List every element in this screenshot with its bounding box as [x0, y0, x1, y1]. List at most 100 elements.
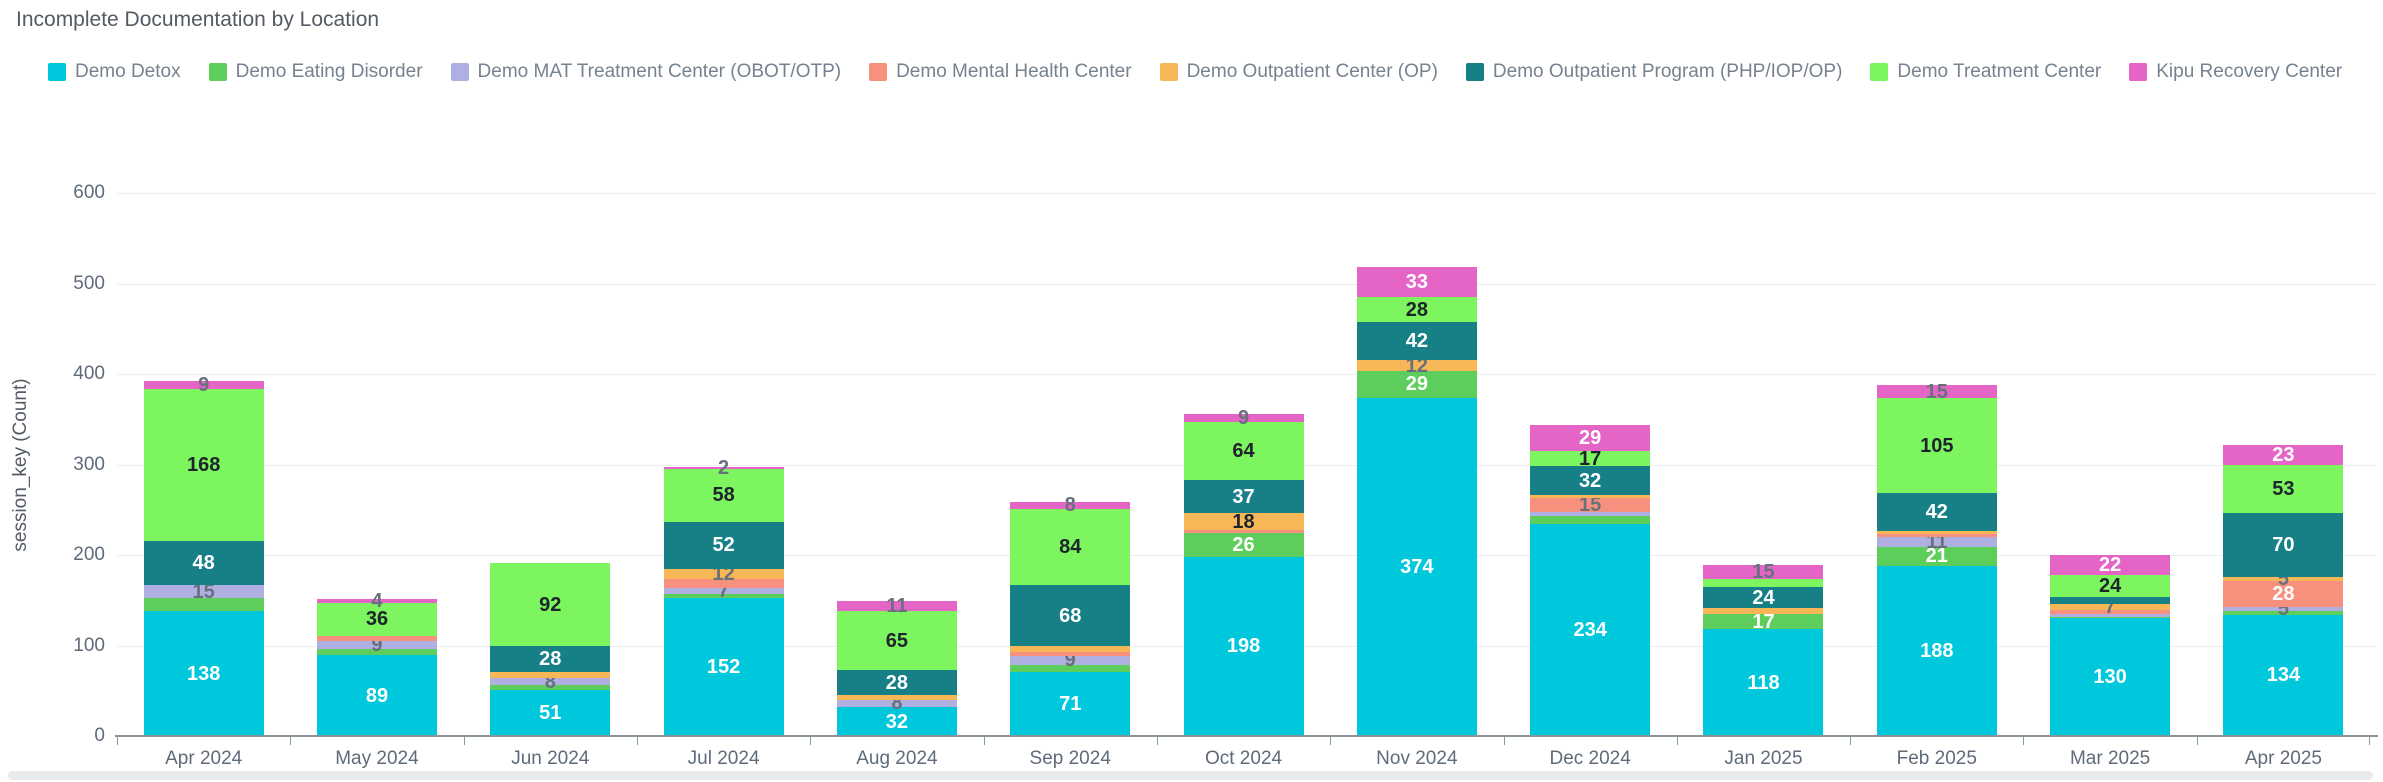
- bar-segment[interactable]: 21: [1876, 546, 1997, 566]
- bar-segment[interactable]: 152: [663, 598, 784, 736]
- bar-segment[interactable]: [2050, 613, 2171, 617]
- bar-segment[interactable]: 29: [1530, 424, 1651, 451]
- bar-segment[interactable]: [1530, 495, 1651, 498]
- bar-segment[interactable]: 15: [143, 582, 264, 601]
- legend-item[interactable]: Kipu Recovery Center: [2129, 61, 2342, 83]
- legend-item[interactable]: Demo MAT Treatment Center (OBOT/OTP): [450, 61, 841, 83]
- horizontal-scrollbar[interactable]: [8, 771, 2373, 780]
- bar-segment[interactable]: 8: [836, 693, 957, 714]
- bar-segment[interactable]: 52: [663, 521, 784, 569]
- bar-segment[interactable]: [1530, 511, 1651, 517]
- bar-segment[interactable]: 26: [1183, 533, 1304, 557]
- legend-item[interactable]: Demo Outpatient Center (OP): [1159, 61, 1438, 83]
- legend-item[interactable]: Demo Detox: [48, 61, 181, 83]
- bar-segment[interactable]: [1703, 608, 1824, 614]
- bar-segment[interactable]: [1876, 534, 1997, 537]
- bar-segment[interactable]: 198: [1183, 556, 1304, 736]
- bar-segment[interactable]: 12: [1356, 356, 1477, 376]
- bar-segment[interactable]: 53: [2223, 465, 2344, 514]
- bar-segment[interactable]: 9: [1010, 650, 1131, 671]
- bar-segment[interactable]: 188: [1876, 565, 1997, 736]
- legend-item[interactable]: Demo Outpatient Program (PHP/IOP/OP): [1465, 61, 1842, 83]
- bar-segment[interactable]: 28: [1356, 297, 1477, 323]
- bar-segment[interactable]: [316, 649, 437, 656]
- bar-segment[interactable]: 5: [2223, 600, 2344, 618]
- bar-segment[interactable]: 15: [1703, 562, 1824, 581]
- bar-segment[interactable]: 130: [2050, 618, 2171, 736]
- bar-segment[interactable]: [1183, 529, 1304, 534]
- bar-segment[interactable]: 17: [1530, 448, 1651, 469]
- bar-segment[interactable]: 37: [1183, 479, 1304, 514]
- bar-segment[interactable]: 11: [836, 596, 957, 616]
- bar-segment[interactable]: 17: [1703, 611, 1824, 632]
- bar-segment[interactable]: 374: [1356, 397, 1477, 736]
- bar-segment[interactable]: 105: [1876, 398, 1997, 494]
- bar-segment[interactable]: 118: [1703, 629, 1824, 736]
- legend-item[interactable]: Demo Mental Health Center: [869, 61, 1132, 83]
- bar-segment[interactable]: 168: [143, 389, 264, 542]
- bar-segment[interactable]: 42: [1876, 493, 1997, 532]
- bar-segment[interactable]: [2050, 616, 2171, 619]
- bar-segment[interactable]: [663, 593, 784, 599]
- bar-segment[interactable]: 138: [143, 611, 264, 736]
- bar-segment[interactable]: [1010, 651, 1131, 657]
- bar-segment[interactable]: 48: [143, 541, 264, 585]
- bar-segment[interactable]: 11: [1876, 532, 1997, 552]
- bar-segment[interactable]: [143, 598, 264, 612]
- bar-segment[interactable]: [1530, 516, 1651, 525]
- bar-segment[interactable]: [490, 685, 611, 690]
- bar-segment[interactable]: 70: [2223, 513, 2344, 577]
- bar-segment[interactable]: 23: [2223, 444, 2344, 466]
- bar-segment[interactable]: 12: [663, 564, 784, 584]
- bar-segment[interactable]: 51: [490, 689, 611, 736]
- legend-item[interactable]: Demo Treatment Center: [1870, 61, 2101, 83]
- legend-item[interactable]: Demo Eating Disorder: [208, 61, 423, 83]
- bar-segment[interactable]: 65: [836, 611, 957, 670]
- bar-segment[interactable]: 7: [663, 580, 784, 601]
- bar-segment[interactable]: 9: [1183, 408, 1304, 428]
- bar-segment[interactable]: 32: [836, 707, 957, 736]
- bar-segment[interactable]: 33: [1356, 267, 1477, 298]
- bar-segment[interactable]: 71: [1010, 671, 1131, 736]
- bar-segment[interactable]: 8: [490, 671, 611, 692]
- bar-segment[interactable]: 9: [316, 635, 437, 655]
- bar-segment[interactable]: [2050, 610, 2171, 614]
- bar-segment[interactable]: 28: [836, 669, 957, 696]
- bar-segment[interactable]: 36: [316, 602, 437, 636]
- bar-segment[interactable]: 68: [1010, 584, 1131, 647]
- bar-segment[interactable]: [1010, 664, 1131, 672]
- bar-segment[interactable]: 18: [1183, 511, 1304, 532]
- bar-segment[interactable]: 32: [1530, 466, 1651, 496]
- bar-segment[interactable]: 84: [1010, 508, 1131, 585]
- bar-segment[interactable]: [1010, 646, 1131, 652]
- bar-segment[interactable]: 28: [490, 646, 611, 672]
- bar-segment[interactable]: [836, 695, 957, 700]
- bar-segment[interactable]: 15: [1876, 382, 1997, 401]
- bar-segment[interactable]: 58: [663, 469, 784, 522]
- bar-segment[interactable]: 28: [2223, 581, 2344, 607]
- bar-segment[interactable]: 64: [1183, 421, 1304, 480]
- bar-segment[interactable]: [1703, 578, 1824, 587]
- bar-segment[interactable]: [2050, 596, 2171, 604]
- bar-segment[interactable]: 89: [316, 655, 437, 736]
- bar-segment[interactable]: 9: [143, 375, 264, 396]
- bar-segment[interactable]: 2: [663, 459, 784, 477]
- bar-segment[interactable]: 234: [1530, 524, 1651, 736]
- bar-segment[interactable]: 5: [2223, 570, 2344, 588]
- bar-segment[interactable]: 29: [1356, 371, 1477, 398]
- bar-segment[interactable]: [490, 671, 611, 679]
- bar-segment[interactable]: 42: [1356, 322, 1477, 361]
- bar-segment[interactable]: 92: [490, 563, 611, 647]
- bar-segment[interactable]: 4: [316, 592, 437, 610]
- bar-segment[interactable]: 15: [1530, 495, 1651, 514]
- bar-segment[interactable]: 24: [2050, 574, 2171, 597]
- bar-segment[interactable]: 24: [1703, 586, 1824, 609]
- bar-segment[interactable]: 8: [1010, 495, 1131, 516]
- bar-segment[interactable]: [663, 579, 784, 588]
- bar-segment[interactable]: [316, 635, 437, 641]
- bar-segment[interactable]: 22: [2050, 555, 2171, 575]
- bar-segment[interactable]: [2223, 611, 2344, 615]
- bar-segment[interactable]: 134: [2223, 614, 2344, 736]
- bar-segment[interactable]: 7: [2050, 597, 2171, 618]
- bar-segment[interactable]: [1876, 531, 1997, 535]
